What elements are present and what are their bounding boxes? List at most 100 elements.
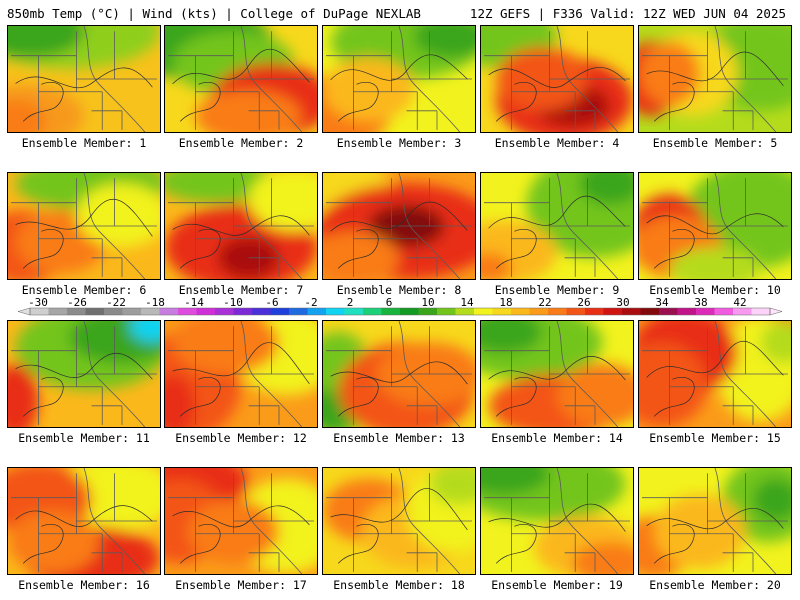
colorbar-segment	[696, 308, 715, 315]
isotherm-contour	[646, 213, 784, 235]
isotherm-contour	[179, 523, 221, 564]
state-borders	[11, 26, 157, 132]
temperature-field-map	[323, 321, 475, 427]
state-borders	[484, 321, 630, 427]
temperature-anomaly-region	[165, 374, 196, 427]
temperature-field-map	[323, 173, 475, 279]
temperature-field-map	[639, 321, 791, 427]
colorbar-segment	[566, 308, 586, 315]
ensemble-member-map	[480, 320, 634, 428]
colorbar-tick-label: -26	[67, 296, 87, 309]
isotherm-contour	[172, 505, 310, 528]
state-borders	[642, 321, 788, 427]
ensemble-member-label: Ensemble Member: 17	[175, 578, 307, 592]
state-borders	[326, 321, 472, 427]
colorbar-segment	[289, 308, 308, 315]
ensemble-member-map	[164, 320, 318, 428]
ensemble-member-map	[164, 467, 318, 575]
temperature-field-map	[481, 173, 633, 279]
colorbar-segment	[640, 308, 660, 315]
colorbar-tick-label: 30	[616, 296, 629, 309]
colorbar-tick-label: 34	[655, 296, 669, 309]
ensemble-member-map	[322, 467, 476, 575]
ensemble-member-label: Ensemble Member: 8	[336, 283, 462, 297]
colorbar-segment	[326, 308, 345, 315]
colorbar-segment	[178, 308, 197, 315]
ensemble-member-map	[322, 320, 476, 428]
colorbar-segment	[733, 308, 752, 315]
isotherm-contour	[488, 195, 626, 229]
colorbar-tick-label: 10	[421, 296, 434, 309]
state-borders	[168, 26, 314, 132]
state-borders	[168, 321, 314, 427]
isotherm-contour	[653, 81, 695, 122]
ensemble-member-label: Ensemble Member: 9	[494, 283, 620, 297]
temperature-field-map	[323, 26, 475, 132]
colorbar-segment	[511, 308, 530, 315]
colorbar-tick-label: -30	[28, 296, 48, 309]
state-borders	[484, 173, 630, 279]
header-valid-time: 12Z GEFS | F336 Valid: 12Z WED JUN 04 20…	[469, 6, 786, 21]
isotherm-contour	[179, 228, 221, 269]
isotherm-contour	[15, 505, 153, 527]
isotherm-contour	[653, 376, 695, 417]
temperature-anomaly-region	[481, 252, 512, 279]
colorbar-segment	[548, 308, 567, 315]
colorbar-segment	[196, 308, 216, 315]
colorbar-segment	[233, 308, 253, 315]
ensemble-member-map	[480, 467, 634, 575]
isotherm-contour	[330, 361, 468, 385]
colorbar-segment	[122, 308, 142, 315]
isotherm-contour	[653, 523, 695, 564]
temperature-field-map	[323, 468, 475, 574]
colorbar-tick-label: -10	[223, 296, 243, 309]
colorbar-segment	[307, 308, 327, 315]
ensemble-member-label: Ensemble Member: 11	[18, 431, 150, 445]
isotherm-contour	[488, 503, 626, 532]
temperature-field-map	[8, 26, 160, 132]
colorbar-tick-label: 26	[577, 296, 590, 309]
colorbar-segment	[85, 308, 105, 315]
colorbar-segment	[585, 308, 604, 315]
colorbar-segment	[48, 308, 68, 315]
temperature-anomaly-region	[481, 468, 550, 495]
colorbar-min-arrow	[17, 307, 31, 316]
temperature-anomaly-region	[654, 494, 746, 569]
isotherm-contour	[495, 376, 537, 417]
isotherm-contour	[172, 342, 310, 384]
temperature-anomaly-region	[669, 247, 761, 279]
temperature-field-map	[165, 173, 317, 279]
state-borders	[168, 173, 314, 279]
colorbar-segment	[67, 308, 86, 315]
colorbar-tick-label: -2	[304, 296, 317, 309]
isotherm-contour	[179, 81, 221, 122]
isotherm-contour	[330, 201, 468, 232]
ensemble-member-map	[638, 172, 792, 280]
ensemble-member-map	[7, 467, 161, 575]
temperature-anomaly-region	[639, 342, 708, 427]
temperature-anomaly-region	[8, 510, 100, 574]
isotherm-contour	[172, 215, 310, 236]
colorbar-segment	[141, 308, 160, 315]
isotherm-contour	[495, 523, 537, 564]
temperature-anomaly-region	[760, 321, 791, 364]
colorbar-segment	[492, 308, 512, 315]
isotherm-contour	[15, 198, 153, 237]
ensemble-member-map	[164, 25, 318, 133]
state-borders	[642, 468, 788, 574]
colorbar-segment	[270, 308, 290, 315]
ensemble-member-label: Ensemble Member: 6	[21, 283, 147, 297]
isotherm-contour	[646, 51, 784, 87]
temperature-anomaly-region	[579, 173, 633, 205]
state-borders	[168, 468, 314, 574]
temperature-field-map	[8, 468, 160, 574]
temperature-anomaly-region	[481, 321, 542, 353]
isotherm-contour	[15, 67, 153, 89]
ensemble-member-map	[638, 25, 792, 133]
ensemble-member-label: Ensemble Member: 7	[178, 283, 304, 297]
colorbar-segment	[381, 308, 401, 315]
isotherm-contour	[22, 228, 64, 269]
state-borders	[11, 321, 157, 427]
temperature-anomaly-region	[76, 183, 160, 248]
isotherm-contour	[22, 523, 64, 564]
